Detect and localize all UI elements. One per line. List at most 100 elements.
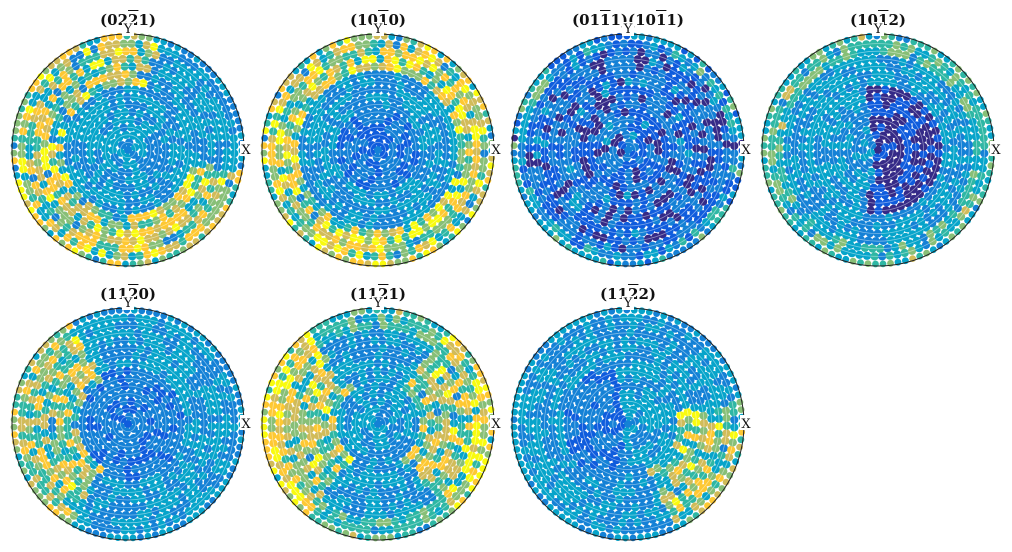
data-point xyxy=(852,194,861,203)
data-point xyxy=(594,121,604,130)
data-point xyxy=(940,129,949,138)
data-point xyxy=(433,134,442,143)
data-point xyxy=(548,110,557,119)
data-point xyxy=(126,115,135,124)
data-point xyxy=(60,211,69,220)
data-point xyxy=(279,448,288,457)
data-point xyxy=(135,135,144,144)
data-point xyxy=(349,127,358,136)
data-point xyxy=(358,420,367,429)
data-point xyxy=(683,180,692,189)
data-point xyxy=(190,62,199,71)
data-point xyxy=(306,218,316,227)
data-point xyxy=(565,85,574,94)
data-point xyxy=(635,155,644,164)
data-point xyxy=(298,81,307,90)
data-point xyxy=(296,177,305,186)
data-point xyxy=(440,403,449,412)
data-point xyxy=(901,232,910,242)
data-point xyxy=(196,352,205,361)
data-point xyxy=(317,368,326,377)
data-point xyxy=(928,237,937,246)
data-point xyxy=(389,172,398,181)
data-point xyxy=(153,224,162,233)
data-point xyxy=(275,379,284,388)
data-point xyxy=(307,128,316,137)
data-point xyxy=(90,388,99,397)
data-point xyxy=(183,454,192,463)
data-point xyxy=(942,144,951,153)
data-point xyxy=(610,139,619,148)
data-point xyxy=(80,482,89,491)
data-point xyxy=(850,218,859,227)
data-point xyxy=(589,186,599,195)
data-point xyxy=(859,102,868,111)
data-point xyxy=(776,129,785,138)
data-point xyxy=(548,142,557,152)
data-point xyxy=(568,186,577,195)
data-point xyxy=(431,75,440,84)
data-point xyxy=(848,163,857,172)
data-point xyxy=(548,135,557,144)
data-point xyxy=(327,185,336,194)
data-point xyxy=(951,97,960,107)
data-point xyxy=(540,79,549,88)
data-point xyxy=(635,409,644,418)
data-point xyxy=(607,95,617,104)
data-point xyxy=(156,206,165,215)
data-point xyxy=(705,90,714,99)
data-point xyxy=(103,168,113,177)
data-point xyxy=(435,115,444,124)
data-point xyxy=(881,143,890,152)
data-point xyxy=(615,221,624,230)
data-point xyxy=(342,350,351,360)
data-point xyxy=(601,89,610,98)
data-point xyxy=(313,507,322,516)
data-point xyxy=(464,429,473,438)
data-point xyxy=(391,517,400,526)
data-point xyxy=(677,81,686,90)
data-point xyxy=(925,159,934,169)
data-point xyxy=(634,117,643,126)
data-point xyxy=(449,145,459,154)
data-point xyxy=(216,110,225,119)
data-point xyxy=(665,375,674,384)
data-point xyxy=(555,425,564,434)
data-point xyxy=(36,447,46,456)
data-point xyxy=(606,112,615,121)
data-point xyxy=(669,66,678,75)
data-point xyxy=(165,227,174,236)
data-point xyxy=(600,218,609,227)
data-point xyxy=(207,414,216,423)
data-point xyxy=(179,482,188,491)
data-point xyxy=(125,176,134,185)
data-point xyxy=(655,60,664,69)
data-point xyxy=(328,471,337,480)
data-point xyxy=(625,412,634,421)
data-point xyxy=(789,93,799,103)
data-point xyxy=(453,465,462,474)
data-point xyxy=(150,161,159,170)
data-point xyxy=(395,89,405,98)
data-point xyxy=(373,85,382,94)
data-point xyxy=(398,390,407,400)
data-point xyxy=(538,114,547,123)
data-point xyxy=(684,415,693,424)
data-point xyxy=(613,70,622,79)
data-point xyxy=(654,420,663,429)
data-point xyxy=(595,357,604,367)
data-point xyxy=(449,137,458,146)
data-point xyxy=(659,487,668,496)
data-point xyxy=(17,424,26,433)
data-point xyxy=(946,104,955,113)
data-point xyxy=(901,182,910,191)
data-point xyxy=(872,92,882,101)
data-point xyxy=(964,140,974,149)
data-point xyxy=(268,431,277,440)
data-point xyxy=(918,116,927,125)
data-point xyxy=(45,117,54,126)
data-point xyxy=(370,526,379,535)
data-point xyxy=(844,92,853,101)
data-point xyxy=(62,476,71,485)
data-point xyxy=(192,98,201,107)
